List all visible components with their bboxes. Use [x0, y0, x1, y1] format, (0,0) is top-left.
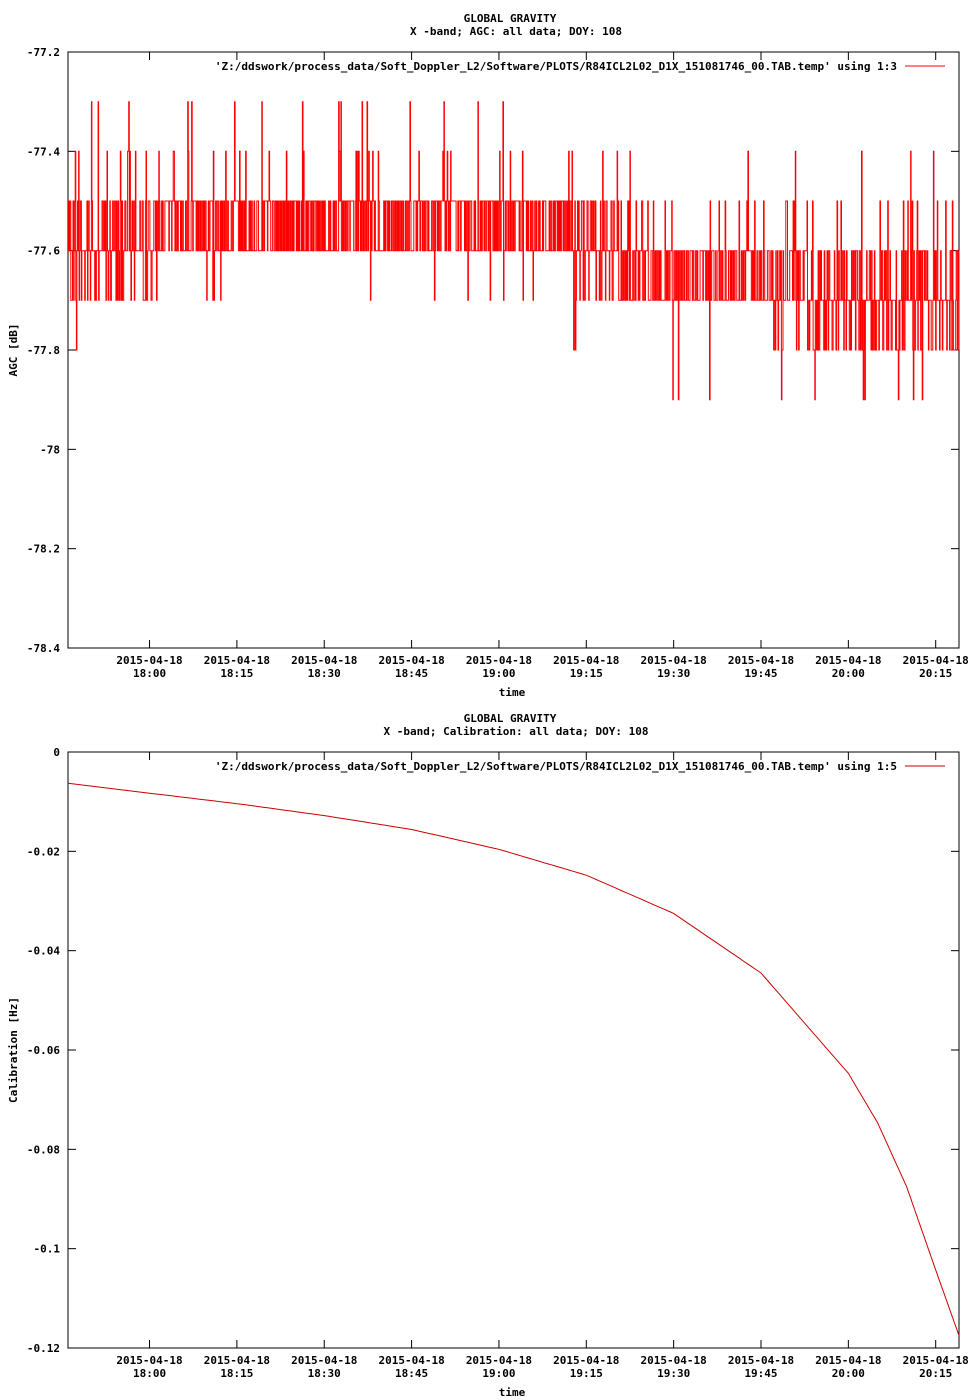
y-tick-label: -0.08 [27, 1143, 60, 1156]
y-tick-label: -78.4 [27, 642, 60, 655]
x-tick-time: 18:30 [308, 667, 341, 680]
x-tick-time: 19:15 [570, 1367, 603, 1380]
x-tick-date: 2015-04-18 [204, 654, 270, 667]
chart-agc: GLOBAL GRAVITY X -band; AGC: all data; D… [7, 12, 969, 699]
x-tick-time: 20:00 [832, 667, 865, 680]
x-tick-time: 20:15 [919, 667, 952, 680]
x-axis: 2015-04-1818:002015-04-1818:152015-04-18… [116, 52, 969, 680]
series-calibration-line [67, 782, 960, 1336]
chart-calibration: GLOBAL GRAVITY X -band; Calibration: all… [7, 712, 969, 1399]
y-tick-label: -0.04 [27, 945, 60, 958]
chart-title: GLOBAL GRAVITY [464, 12, 557, 25]
x-axis-label: time [499, 686, 526, 699]
x-tick-date: 2015-04-18 [553, 654, 619, 667]
legend-label: 'Z:/ddswork/process_data/Soft_Doppler_L2… [215, 760, 897, 773]
x-tick-time: 18:45 [395, 667, 428, 680]
x-tick-time: 18:30 [308, 1367, 341, 1380]
x-tick-date: 2015-04-18 [903, 1354, 969, 1367]
x-tick-date: 2015-04-18 [553, 1354, 619, 1367]
x-tick-time: 19:00 [482, 1367, 515, 1380]
y-axis-label: Calibration [Hz] [7, 997, 20, 1103]
y-tick-label: -77.6 [27, 245, 60, 258]
x-tick-date: 2015-04-18 [378, 1354, 444, 1367]
x-tick-time: 20:00 [832, 1367, 865, 1380]
y-axis: 0 -0.02 -0.04 -0.06 -0.08 -0.1 -0.12 [27, 746, 959, 1355]
x-tick-time: 20:15 [919, 1367, 952, 1380]
x-axis: 2015-04-1818:002015-04-1818:152015-04-18… [116, 752, 969, 1380]
x-tick-time: 18:15 [220, 1367, 253, 1380]
x-tick-date: 2015-04-18 [116, 1354, 182, 1367]
x-tick-time: 19:30 [657, 1367, 690, 1380]
x-tick-date: 2015-04-18 [116, 654, 182, 667]
y-tick-label: -0.02 [27, 845, 60, 858]
y-tick-label: -77.4 [27, 145, 60, 158]
x-tick-date: 2015-04-18 [815, 654, 881, 667]
x-tick-date: 2015-04-18 [204, 1354, 270, 1367]
x-tick-time: 19:30 [657, 667, 690, 680]
x-tick-date: 2015-04-18 [291, 1354, 357, 1367]
y-axis-label: AGC [dB] [7, 324, 20, 377]
y-tick-label: -77.8 [27, 344, 60, 357]
legend: 'Z:/ddswork/process_data/Soft_Doppler_L2… [215, 60, 945, 73]
x-tick-date: 2015-04-18 [466, 1354, 532, 1367]
y-tick-label: -77.2 [27, 46, 60, 59]
plot-frame [67, 751, 960, 1349]
x-tick-time: 18:00 [133, 1367, 166, 1380]
y-tick-label: -78.2 [27, 543, 60, 556]
y-tick-label: -0.1 [34, 1243, 61, 1256]
x-tick-date: 2015-04-18 [291, 654, 357, 667]
chart-subtitle: X -band; AGC: all data; DOY: 108 [410, 25, 622, 38]
chart-title: GLOBAL GRAVITY [464, 712, 557, 725]
x-tick-date: 2015-04-18 [641, 1354, 707, 1367]
legend-label: 'Z:/ddswork/process_data/Soft_Doppler_L2… [215, 60, 897, 73]
y-tick-label: -0.12 [27, 1342, 60, 1355]
chart-subtitle: X -band; Calibration: all data; DOY: 108 [384, 725, 649, 738]
x-axis-label: time [499, 1386, 526, 1399]
x-tick-date: 2015-04-18 [728, 1354, 794, 1367]
x-tick-time: 18:00 [133, 667, 166, 680]
x-tick-date: 2015-04-18 [378, 654, 444, 667]
x-tick-time: 18:15 [220, 667, 253, 680]
y-tick-label: -78 [40, 443, 60, 456]
x-tick-time: 19:45 [744, 1367, 777, 1380]
legend: 'Z:/ddswork/process_data/Soft_Doppler_L2… [215, 760, 945, 773]
x-tick-date: 2015-04-18 [728, 654, 794, 667]
x-tick-time: 19:00 [482, 667, 515, 680]
y-tick-label: 0 [53, 746, 60, 759]
x-tick-time: 19:15 [570, 667, 603, 680]
x-tick-date: 2015-04-18 [466, 654, 532, 667]
x-tick-time: 19:45 [744, 667, 777, 680]
x-tick-date: 2015-04-18 [903, 654, 969, 667]
x-tick-date: 2015-04-18 [641, 654, 707, 667]
y-axis: -77.2 -77.4 -77.6 -77.8 -78 -78.2 -78.4 [27, 46, 959, 655]
x-tick-time: 18:45 [395, 1367, 428, 1380]
series-agc-line [68, 101, 960, 401]
x-tick-date: 2015-04-18 [815, 1354, 881, 1367]
y-tick-label: -0.06 [27, 1044, 60, 1057]
